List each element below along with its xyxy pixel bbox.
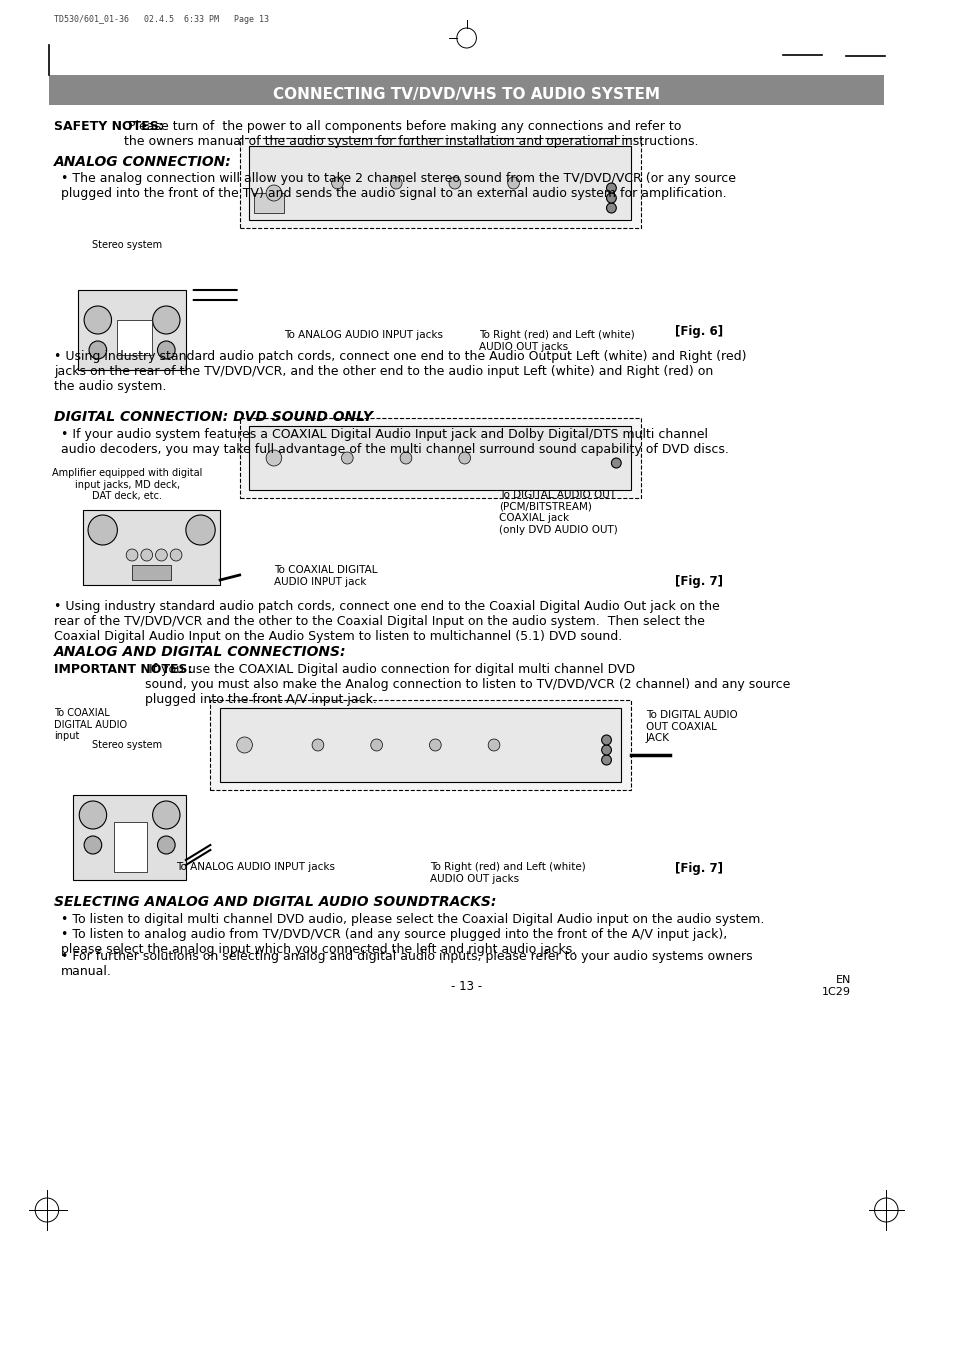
Text: To ANALOG AUDIO INPUT jacks: To ANALOG AUDIO INPUT jacks <box>283 331 442 340</box>
Circle shape <box>170 549 182 561</box>
Text: [Fig. 7]: [Fig. 7] <box>675 862 722 876</box>
Circle shape <box>429 739 440 751</box>
Text: • Using industry standard audio patch cords, connect one end to the Coaxial Digi: • Using industry standard audio patch co… <box>53 600 719 643</box>
Bar <box>73 795 186 880</box>
Circle shape <box>488 739 499 751</box>
Text: • To listen to analog audio from TV/DVD/VCR (and any source plugged into the fro: • To listen to analog audio from TV/DVD/… <box>61 928 726 956</box>
Circle shape <box>266 451 281 465</box>
Text: To Right (red) and Left (white)
AUDIO OUT jacks: To Right (red) and Left (white) AUDIO OU… <box>478 331 635 352</box>
Circle shape <box>155 549 167 561</box>
Text: • Using industry standard audio patch cords, connect one end to the Audio Output: • Using industry standard audio patch co… <box>53 349 745 393</box>
Text: To ANALOG AUDIO INPUT jacks: To ANALOG AUDIO INPUT jacks <box>176 862 335 871</box>
Bar <box>78 290 186 370</box>
Circle shape <box>601 755 611 765</box>
Circle shape <box>507 177 519 189</box>
Bar <box>220 708 620 782</box>
Text: Stereo system: Stereo system <box>92 741 162 750</box>
Circle shape <box>79 801 107 830</box>
Circle shape <box>141 549 152 561</box>
Text: CONNECTING TV/DVD/VHS TO AUDIO SYSTEM: CONNECTING TV/DVD/VHS TO AUDIO SYSTEM <box>273 86 659 101</box>
Circle shape <box>341 452 353 464</box>
Text: SAFETY NOTES:: SAFETY NOTES: <box>53 120 163 134</box>
Text: Amplifier equipped with digital
input jacks, MD deck,
DAT deck, etc.: Amplifier equipped with digital input ja… <box>51 468 202 502</box>
Circle shape <box>601 735 611 745</box>
Text: ANALOG CONNECTION:: ANALOG CONNECTION: <box>53 155 232 169</box>
Circle shape <box>606 202 616 213</box>
Text: To COAXIAL
DIGITAL AUDIO
input: To COAXIAL DIGITAL AUDIO input <box>53 708 127 741</box>
Bar <box>254 193 283 213</box>
Text: [Fig. 7]: [Fig. 7] <box>675 575 722 588</box>
Circle shape <box>266 185 281 201</box>
Circle shape <box>449 177 460 189</box>
Text: To Right (red) and Left (white)
AUDIO OUT jacks: To Right (red) and Left (white) AUDIO OU… <box>430 862 585 884</box>
Circle shape <box>152 306 180 335</box>
Bar <box>83 510 220 585</box>
Text: IMPORTANT NOTES:: IMPORTANT NOTES: <box>53 662 193 676</box>
Bar <box>117 320 152 355</box>
Circle shape <box>89 341 107 359</box>
Circle shape <box>126 549 138 561</box>
Bar <box>249 426 630 490</box>
Circle shape <box>236 737 253 753</box>
Text: - 13 -: - 13 - <box>451 979 481 993</box>
Text: • To listen to digital multi channel DVD audio, please select the Coaxial Digita: • To listen to digital multi channel DVD… <box>61 913 763 925</box>
Text: ANALOG AND DIGITAL CONNECTIONS:: ANALOG AND DIGITAL CONNECTIONS: <box>53 645 346 660</box>
Text: • For further solutions on selecting analog and digital audio inputs, please ref: • For further solutions on selecting ana… <box>61 950 752 978</box>
Text: EN
1C29: EN 1C29 <box>821 975 850 997</box>
Bar <box>114 822 147 871</box>
Bar <box>239 138 640 228</box>
Circle shape <box>84 306 112 335</box>
Bar <box>210 700 630 791</box>
Text: SELECTING ANALOG AND DIGITAL AUDIO SOUNDTRACKS:: SELECTING ANALOG AND DIGITAL AUDIO SOUND… <box>53 894 496 909</box>
Text: DIGITAL CONNECTION: DVD SOUND ONLY: DIGITAL CONNECTION: DVD SOUND ONLY <box>53 410 373 424</box>
Circle shape <box>399 452 412 464</box>
Text: TD530/601_01-36   02.4.5  6:33 PM   Page 13: TD530/601_01-36 02.4.5 6:33 PM Page 13 <box>53 15 269 24</box>
Text: If you use the COAXIAL Digital audio connection for digital multi channel DVD
so: If you use the COAXIAL Digital audio con… <box>145 662 789 706</box>
Circle shape <box>601 745 611 755</box>
Text: • If your audio system features a COAXIAL Digital Audio Input jack and Dolby Dig: • If your audio system features a COAXIA… <box>61 428 728 456</box>
Circle shape <box>157 341 175 359</box>
Circle shape <box>371 739 382 751</box>
Text: To DIGITAL AUDIO
OUT COAXIAL
JACK: To DIGITAL AUDIO OUT COAXIAL JACK <box>645 710 737 743</box>
Circle shape <box>88 515 117 545</box>
Circle shape <box>611 459 620 468</box>
Text: To COAXIAL DIGITAL
AUDIO INPUT jack: To COAXIAL DIGITAL AUDIO INPUT jack <box>274 565 377 587</box>
FancyBboxPatch shape <box>49 76 883 105</box>
Circle shape <box>458 452 470 464</box>
Circle shape <box>186 515 215 545</box>
Text: [Fig. 6]: [Fig. 6] <box>675 325 722 339</box>
Circle shape <box>390 177 401 189</box>
Circle shape <box>606 183 616 193</box>
Circle shape <box>84 836 102 854</box>
Bar <box>132 565 171 580</box>
Circle shape <box>157 836 175 854</box>
Text: Stereo system: Stereo system <box>92 240 162 250</box>
Bar <box>239 418 640 498</box>
Text: To DIGITAL AUDIO OUT
(PCM/BITSTREAM)
COAXIAL jack
(only DVD AUDIO OUT): To DIGITAL AUDIO OUT (PCM/BITSTREAM) COA… <box>498 490 617 534</box>
Circle shape <box>312 739 323 751</box>
Circle shape <box>606 193 616 202</box>
Circle shape <box>152 801 180 830</box>
Text: • The analog connection will allow you to take 2 channel stereo sound from the T: • The analog connection will allow you t… <box>61 173 735 200</box>
Circle shape <box>332 177 343 189</box>
Bar <box>249 146 630 220</box>
Text: Please turn of  the power to all components before making any connections and re: Please turn of the power to all componen… <box>124 120 698 148</box>
